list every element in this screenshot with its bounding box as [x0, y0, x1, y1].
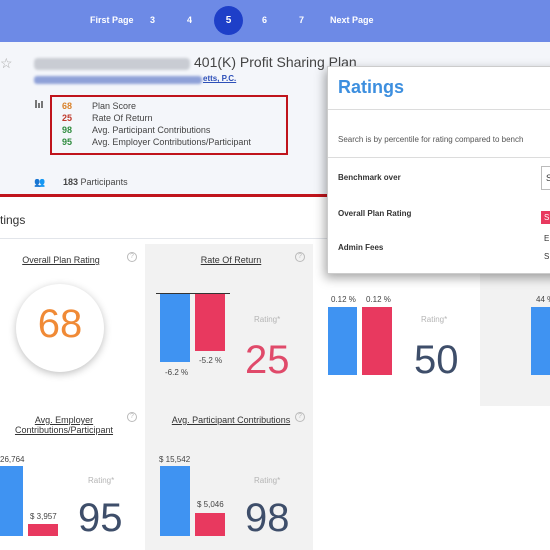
redacted-sponsor-name [34, 58, 190, 70]
modal-description: Search is by percentile for rating compa… [338, 135, 524, 144]
section-divider [0, 194, 336, 197]
score-summary: 68 Plan Score 25 Rate Of Return 98 Avg. … [50, 95, 288, 155]
redacted-sponsor-link [34, 76, 202, 84]
score-label: Avg. Participant Contributions [92, 125, 211, 135]
plan-title: 401(K) Profit Sharing Plan [194, 54, 357, 70]
ratings-modal: Ratings Search is by percentile for rati… [327, 66, 550, 274]
employer-rating-score: 95 [78, 496, 123, 540]
page-3-link[interactable]: 3 [150, 15, 156, 25]
participants-count: 183 Participants [63, 177, 128, 187]
score-label: Plan Score [92, 101, 137, 111]
page-7-link[interactable]: 7 [299, 15, 305, 25]
benchmark-bar [160, 466, 190, 536]
plan-bar [362, 307, 392, 375]
modal-divider [328, 109, 550, 110]
zero-baseline [156, 293, 230, 294]
help-icon[interactable]: ? [295, 412, 305, 422]
benchmark-over-label: Benchmark over [338, 173, 401, 182]
users-icon: 👥 [34, 177, 46, 187]
plan-value: 0.12 % [366, 295, 391, 304]
participants-number: 183 [63, 177, 79, 187]
employer-contributions-title[interactable]: Avg. Employer Contributions/Participant [8, 415, 120, 435]
plan-value: $ 3,957 [30, 512, 57, 521]
page-6-link[interactable]: 6 [262, 15, 268, 25]
rating-label: Rating* [254, 476, 281, 485]
rating-label: Rating* [421, 315, 448, 324]
return-rating-score: 25 [245, 338, 290, 382]
rating-label: Rating* [88, 476, 115, 485]
modal-divider [328, 157, 550, 158]
score-value: 68 [62, 101, 73, 111]
rating-label: Rating* [254, 315, 281, 324]
page-4-link[interactable]: 4 [187, 15, 193, 25]
next-page-link[interactable]: Next Page [330, 15, 374, 25]
score-value: 98 [62, 125, 73, 135]
ratings-divider [0, 238, 550, 239]
plan-value: -5.2 % [199, 356, 223, 365]
sponsor-link[interactable]: etts, P.C. [203, 74, 237, 83]
fees-rating-score: 50 [414, 338, 459, 382]
benchmark-bar [0, 466, 23, 536]
employer-title-line2: Contributions/Participant [14, 425, 114, 435]
employer-title-line1: Avg. Employer [34, 415, 94, 425]
benchmark-select[interactable]: S [541, 166, 550, 190]
overall-rating-title[interactable]: Overall Plan Rating [22, 255, 100, 265]
help-icon[interactable]: ? [127, 412, 137, 422]
admin-fees-label: Admin Fees [338, 243, 384, 252]
overall-score-value: 68 [37, 302, 83, 346]
first-page-link[interactable]: First Page [90, 15, 134, 25]
score-value: 25 [62, 113, 73, 123]
pagination-bar: First Page 3 4 5 6 7 Next Page [0, 0, 550, 42]
participants-label: Participants [80, 177, 128, 187]
modal-title: Ratings [338, 77, 405, 97]
participant-rating-score: 98 [245, 496, 290, 540]
benchmark-value: -6.2 % [165, 368, 189, 377]
benchmark-value: 26,764 [0, 455, 25, 464]
page-5-current[interactable]: 5 [214, 6, 243, 35]
rate-of-return-title[interactable]: Rate Of Return [200, 255, 262, 265]
plan-bar [195, 294, 225, 352]
benchmark-value: 0.12 % [331, 295, 356, 304]
ratings-title: tings [0, 213, 26, 227]
benchmark-bar [531, 307, 550, 375]
help-icon[interactable]: ? [295, 252, 305, 262]
score-label: Rate Of Return [92, 113, 153, 123]
overall-plan-rating-label: Overall Plan Rating [338, 209, 412, 218]
participant-contributions-title[interactable]: Avg. Participant Contributions [171, 415, 291, 425]
help-icon[interactable]: ? [127, 252, 137, 262]
benchmark-bar [328, 307, 357, 375]
plan-bar [195, 513, 225, 536]
bar-chart-icon [35, 100, 44, 108]
overall-score-circle [16, 284, 104, 372]
benchmark-value: $ 15,542 [159, 455, 191, 464]
benchmark-option[interactable]: S [541, 250, 550, 263]
benchmark-option[interactable]: S [541, 211, 550, 224]
plan-bar [28, 524, 58, 536]
score-label: Avg. Employer Contributions/Participant [92, 137, 251, 147]
benchmark-option[interactable]: E [541, 232, 550, 245]
benchmark-value: 44 % [536, 295, 550, 304]
favorite-star-icon[interactable]: ☆ [0, 55, 13, 71]
benchmark-bar [160, 294, 190, 363]
score-value: 95 [62, 137, 73, 147]
plan-value: $ 5,046 [197, 500, 224, 509]
